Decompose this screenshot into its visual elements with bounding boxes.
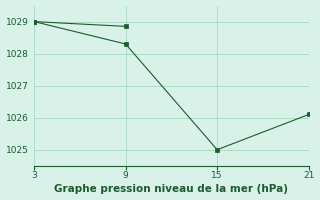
X-axis label: Graphe pression niveau de la mer (hPa): Graphe pression niveau de la mer (hPa) — [54, 184, 288, 194]
